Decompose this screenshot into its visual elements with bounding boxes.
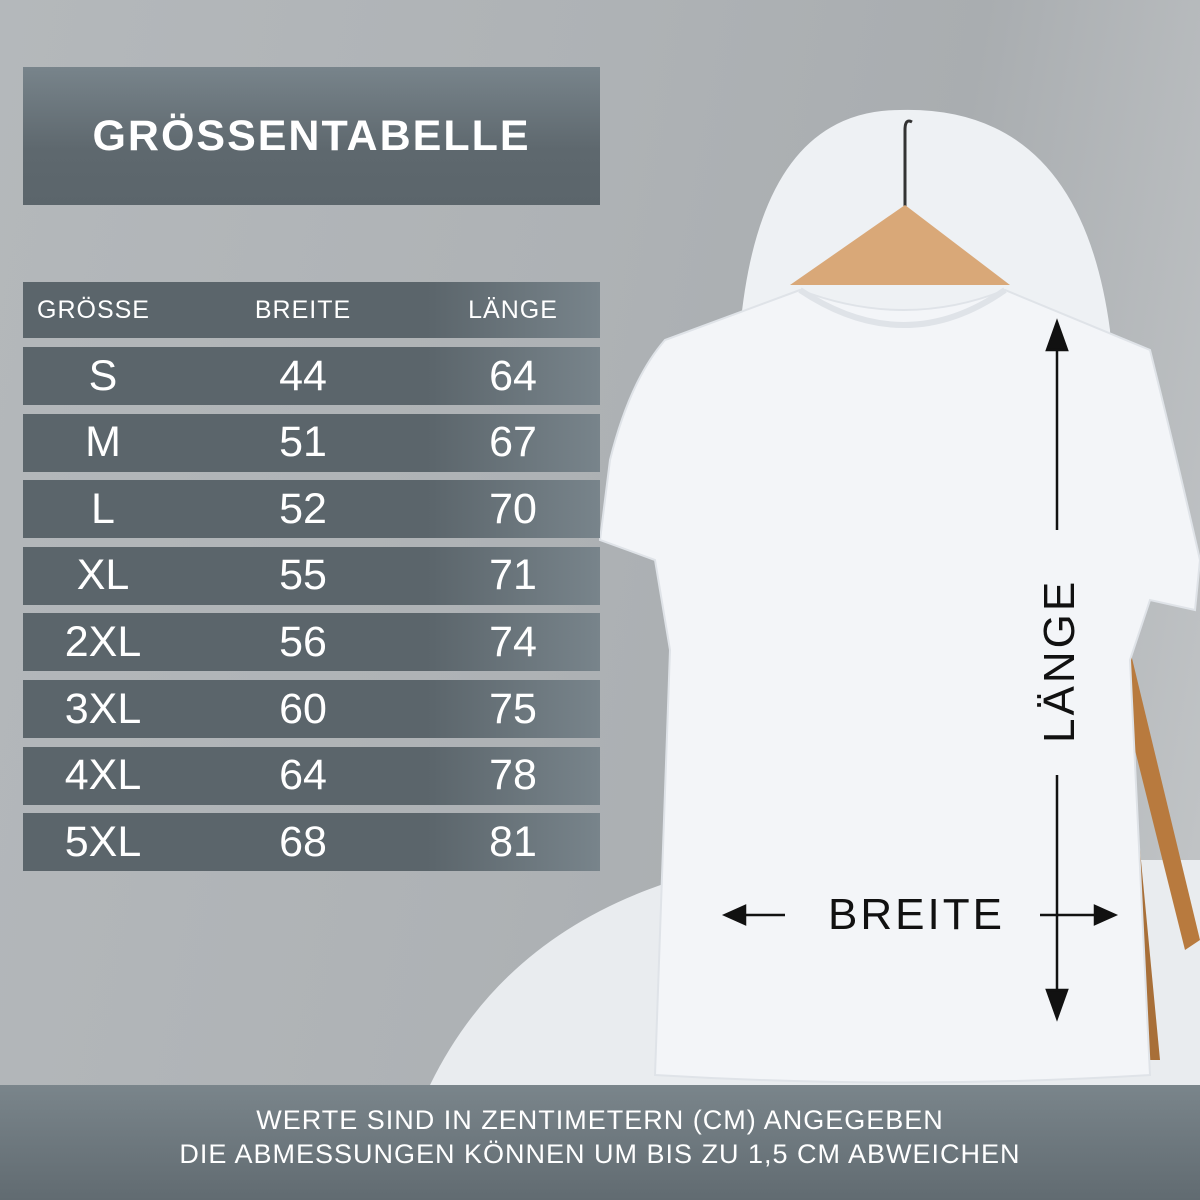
length-arrow [1045, 318, 1069, 1022]
cell-length: 81 [489, 817, 537, 866]
cell-width: 55 [279, 551, 327, 600]
cell-length: 64 [489, 351, 537, 400]
length-label: LÄNGE [1035, 578, 1084, 743]
cell-size: M [85, 418, 121, 467]
t-shirt-collar [798, 287, 1007, 328]
table-row: 3XL 60 75 [23, 680, 600, 738]
footer-line-1: WERTE SIND IN ZENTIMETERN (CM) ANGEGEBEN [256, 1105, 944, 1135]
header-width: BREITE [254, 295, 352, 324]
cell-width: 64 [279, 751, 327, 800]
cell-size: 2XL [64, 617, 142, 666]
footer-line-2: DIE ABMESSUNGEN KÖNNEN UM BIS ZU 1,5 CM … [179, 1139, 1021, 1169]
cell-length: 78 [489, 751, 537, 800]
cell-width: 52 [279, 484, 327, 533]
cell-size: XL [76, 551, 130, 600]
t-shirt [598, 288, 1200, 1084]
cell-width: 60 [279, 684, 327, 733]
title-banner: GRÖSSENTABELLE [23, 67, 600, 205]
cell-length: 67 [489, 418, 537, 467]
cell-size: L [91, 484, 115, 533]
hanger-hook [903, 119, 913, 250]
cell-width: 51 [279, 418, 327, 467]
table-row: 2XL 56 74 [23, 613, 600, 672]
width-arrow [721, 904, 1119, 926]
cell-size: 3XL [64, 684, 142, 733]
page-title: GRÖSSENTABELLE [92, 111, 531, 160]
hanger [790, 205, 1010, 285]
header-size: GRÖSSE [37, 295, 150, 324]
cell-width: 68 [279, 817, 327, 866]
table-row: 4XL 64 78 [23, 746, 600, 805]
footer-note: WERTE SIND IN ZENTIMETERN (CM) ANGEGEBEN… [0, 1085, 1200, 1200]
header-length: LÄNGE [468, 295, 558, 324]
table-row: L 52 70 [23, 480, 600, 539]
cell-length: 75 [489, 684, 537, 733]
cell-width: 44 [279, 351, 327, 400]
cell-size: 5XL [64, 817, 142, 866]
width-label: BREITE [828, 890, 1005, 939]
table-row: S 44 64 [23, 347, 600, 405]
table-row: 5XL 68 81 [23, 813, 600, 872]
cell-size: S [88, 351, 118, 400]
cell-size: 4XL [64, 751, 142, 800]
table-row: M 51 67 [23, 413, 600, 472]
table-header: GRÖSSE BREITE LÄNGE [23, 282, 600, 338]
table-row: XL 55 71 [23, 546, 600, 605]
cell-length: 70 [489, 484, 537, 533]
cell-width: 56 [279, 617, 327, 666]
cell-length: 71 [489, 551, 537, 600]
cell-length: 74 [489, 617, 537, 666]
